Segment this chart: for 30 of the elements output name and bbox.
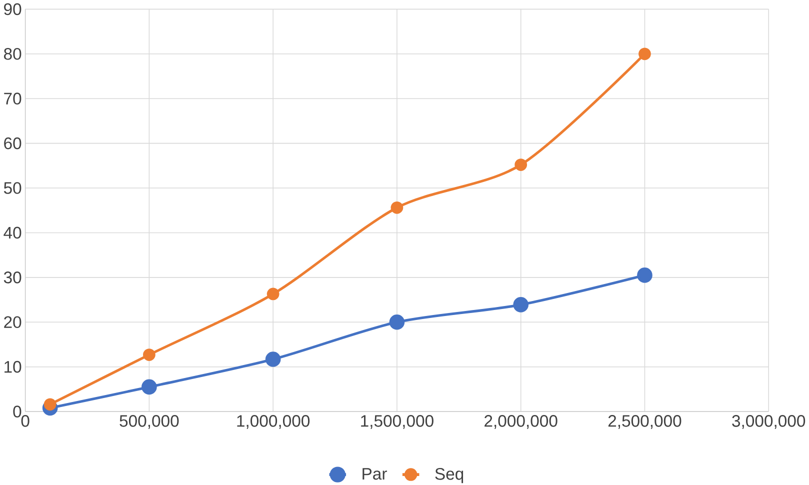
y-tick-label: 70: [4, 92, 22, 104]
point: [142, 379, 157, 395]
y-tick-label: 10: [4, 360, 22, 373]
point: [638, 48, 651, 60]
point: [44, 398, 56, 411]
x-tick-label: 1,500,000: [361, 415, 434, 429]
point: [637, 268, 652, 283]
y-tick-label: 60: [4, 137, 22, 150]
y-tick-label: 40: [4, 226, 22, 239]
y-tick-label: 80: [4, 48, 22, 60]
y-tick-label: 20: [4, 316, 22, 328]
x-tick-label: 0: [21, 415, 30, 427]
point: [389, 314, 405, 330]
x-tick-label: 2,500,000: [608, 415, 682, 429]
x-tick-label: 2,000,000: [484, 415, 558, 429]
point: [513, 297, 529, 312]
point: [143, 348, 156, 361]
y-tick-label: 50: [4, 182, 22, 194]
y-tick-label: 90: [4, 3, 22, 16]
y-tick-label: 0: [13, 406, 22, 418]
legend-label: Seq: [435, 468, 464, 484]
y-tick-label: 30: [4, 272, 22, 284]
point: [265, 352, 281, 367]
point: [390, 201, 404, 214]
point: [514, 158, 528, 171]
legend-label: Par: [362, 468, 387, 480]
x-tick-label: 1,000,000: [237, 415, 310, 429]
x-tick-label: 3,000,000: [732, 415, 806, 429]
point: [266, 288, 280, 300]
x-tick-label: 500,000: [120, 415, 179, 429]
